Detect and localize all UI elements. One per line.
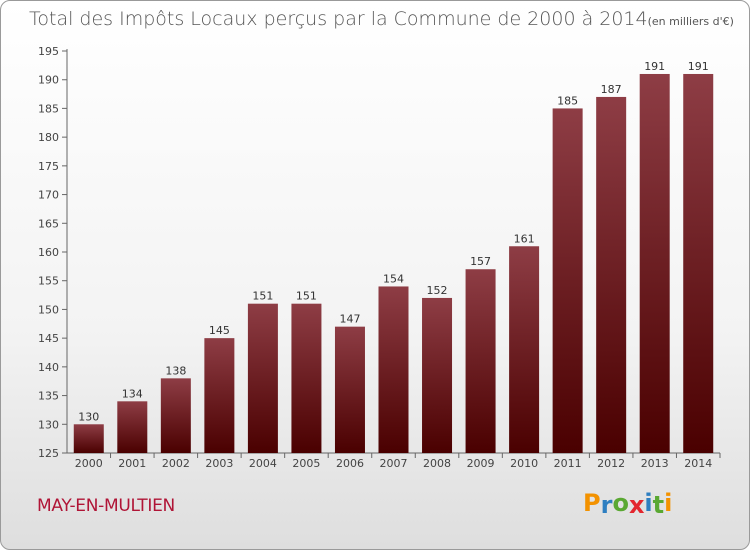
bar-2004 (247, 303, 278, 453)
data-label-2013: 191 (644, 60, 665, 73)
data-label-2011: 185 (557, 94, 578, 107)
logo-letter: x (628, 491, 645, 519)
logo-letter: r (600, 491, 613, 519)
chart-title-unit: (en milliers d'€) (647, 15, 734, 28)
y-tick-label: 180 (38, 131, 59, 144)
data-label-2005: 151 (296, 290, 317, 303)
logo-letter: P (583, 489, 601, 517)
x-tick-label: 2010 (510, 457, 538, 470)
y-tick-label: 150 (38, 303, 59, 316)
commune-name: MAY-EN-MULTIEN (37, 496, 175, 516)
data-label-2004: 151 (252, 290, 273, 303)
bar-2009 (465, 269, 496, 453)
bar-2012 (596, 96, 627, 453)
x-tick-label: 2012 (597, 457, 625, 470)
y-tick-label: 130 (38, 418, 59, 431)
y-tick-label: 190 (38, 74, 59, 87)
x-axis: 2000 2001 2002 2003 2004 2005 2006 2007 2008 2009… (67, 452, 721, 470)
y-axis: 125 130 135 140 145 150 155 160 165 170 175 180 185 1… (38, 45, 68, 460)
y-tick-label: 145 (38, 332, 59, 345)
x-tick-label: 2009 (467, 457, 495, 470)
chart-title: Total des Impôts Locaux perçus par la Co… (29, 8, 734, 30)
logo-letter: o (612, 489, 629, 517)
data-labels: 130 134 138 145 151 151 147 154 152 157 161 185 187 1… (78, 60, 708, 423)
y-tick-label: 125 (38, 447, 59, 460)
bar-2003 (204, 338, 235, 453)
x-tick-label: 2001 (118, 457, 146, 470)
y-tick-label: 140 (38, 361, 59, 374)
y-tick-label: 155 (38, 275, 59, 288)
bar-2007 (378, 286, 409, 453)
y-tick-label: 165 (38, 217, 59, 230)
x-tick-label: 2004 (249, 457, 277, 470)
y-tick-label: 170 (38, 189, 59, 202)
logo-letter: i (664, 489, 673, 517)
bars (73, 73, 714, 453)
x-tick-label: 2014 (684, 457, 712, 470)
x-tick-label: 2005 (292, 457, 320, 470)
x-tick-label: 2011 (554, 457, 582, 470)
bar-2014 (683, 73, 714, 453)
y-tick-label: 160 (38, 246, 59, 259)
y-tick-label: 135 (38, 390, 59, 403)
logo-letter: i (644, 489, 653, 517)
data-label-2012: 187 (601, 83, 622, 96)
data-label-2000: 130 (78, 410, 99, 423)
data-label-2006: 147 (339, 313, 360, 326)
x-tick-label: 2006 (336, 457, 364, 470)
data-label-2009: 157 (470, 255, 491, 268)
x-tick-label: 2000 (75, 457, 103, 470)
y-tick-label: 185 (38, 102, 59, 115)
x-tick-label: 2013 (641, 457, 669, 470)
bar-2013 (639, 73, 670, 453)
x-tick-label: 2003 (205, 457, 233, 470)
data-label-2008: 152 (427, 284, 448, 297)
y-tick-label: 175 (38, 160, 59, 173)
data-label-2010: 161 (514, 232, 535, 245)
bar-2002 (160, 378, 191, 453)
chart-title-main: Total des Impôts Locaux perçus par la Co… (29, 8, 648, 30)
bar-2010 (509, 246, 540, 453)
x-tick-label: 2007 (380, 457, 408, 470)
data-label-2002: 138 (165, 364, 186, 377)
bar-2006 (334, 326, 365, 453)
bar-2011 (552, 108, 583, 453)
bar-2008 (422, 297, 453, 453)
x-tick-label: 2008 (423, 457, 451, 470)
x-tick-label: 2002 (162, 457, 190, 470)
y-tick-label: 195 (38, 45, 59, 58)
data-label-2014: 191 (688, 60, 709, 73)
data-label-2001: 134 (122, 387, 143, 400)
bar-2005 (291, 303, 322, 453)
bar-2000 (73, 424, 104, 453)
proxiti-logo: Proxiti (583, 489, 673, 519)
logo-letter: t (652, 491, 665, 519)
data-label-2007: 154 (383, 272, 404, 285)
data-label-2003: 145 (209, 324, 230, 337)
bar-2001 (117, 401, 148, 453)
